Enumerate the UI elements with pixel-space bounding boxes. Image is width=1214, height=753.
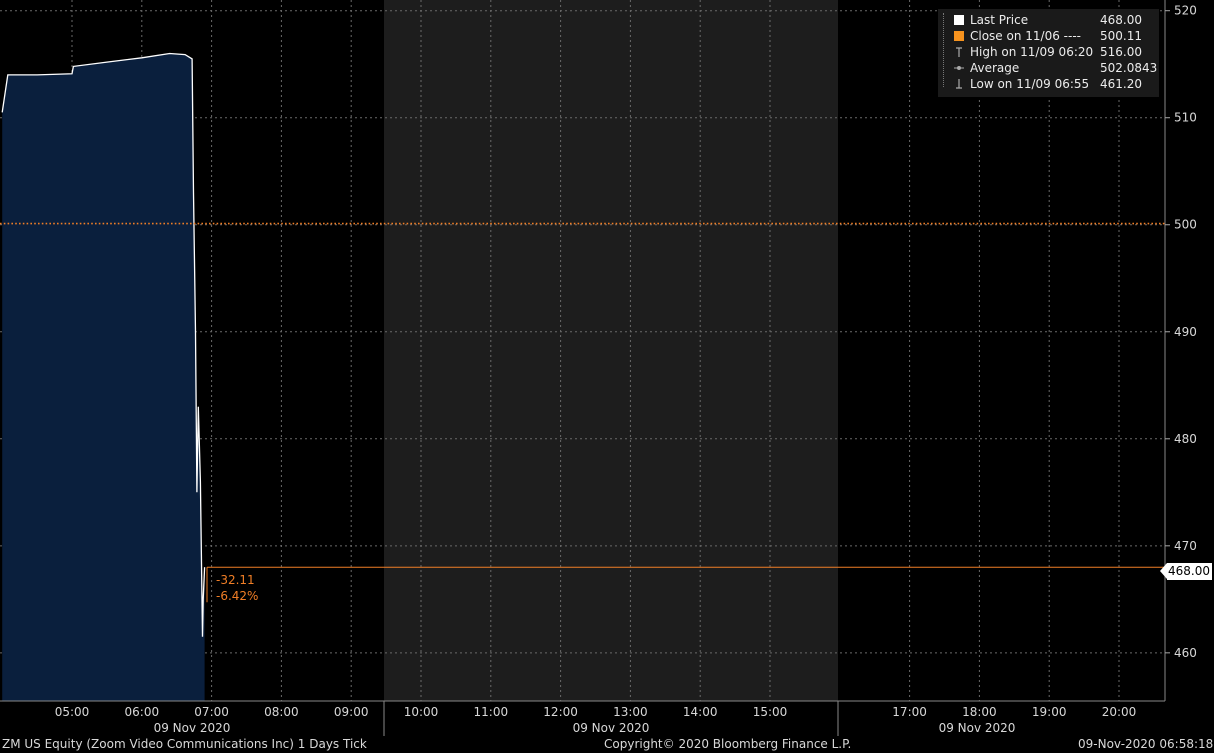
x-tick-label: 17:00 — [892, 705, 927, 719]
legend-value: 500.11 — [1100, 29, 1142, 43]
white-square-icon — [954, 15, 964, 25]
legend-value: 502.0843 — [1100, 61, 1158, 75]
y-tick-label: 490 — [1174, 325, 1197, 339]
y-tick-label: 510 — [1174, 111, 1197, 125]
legend-tree-line — [943, 13, 952, 87]
x-tick-label: 20:00 — [1102, 705, 1137, 719]
y-tick-label: 520 — [1174, 4, 1197, 18]
x-tick-label: 11:00 — [474, 705, 509, 719]
x-tick-label: 08:00 — [264, 705, 299, 719]
legend-value: 516.00 — [1100, 45, 1142, 59]
x-tick-label: 05:00 — [55, 705, 90, 719]
footer-timestamp: 09-Nov-2020 06:58:18 — [1078, 737, 1214, 751]
change-pct: -6.42% — [216, 589, 259, 603]
last-price-tag: 468.00 — [1160, 563, 1212, 580]
x-tick-label: 12:00 — [543, 705, 578, 719]
y-tick-label: 480 — [1174, 432, 1197, 446]
legend-label: Last Price — [970, 13, 1029, 27]
y-axis: 460 470 480 490 500 510 520 — [1165, 4, 1197, 660]
legend-label: Average — [970, 61, 1020, 75]
x-tick-label: 19:00 — [1032, 705, 1067, 719]
price-line — [1, 52, 206, 637]
legend-row-low[interactable]: Low on 11/09 06:55 461.20 — [938, 76, 1159, 92]
price-area — [2, 53, 205, 701]
x-tick-label: 06:00 — [125, 705, 160, 719]
footer-security: ZM US Equity (Zoom Video Communications … — [2, 737, 367, 751]
legend-row-average[interactable]: Average 502.0843 — [938, 60, 1159, 76]
legend-row-high[interactable]: High on 11/09 06:20 516.00 — [938, 44, 1159, 60]
shaded-session — [384, 0, 838, 701]
legend-value: 468.00 — [1100, 13, 1142, 27]
x-tick-label: 14:00 — [683, 705, 718, 719]
x-tick-label: 15:00 — [753, 705, 788, 719]
y-tick-label: 470 — [1174, 539, 1197, 553]
footer-copyright: Copyright© 2020 Bloomberg Finance L.P. — [604, 737, 852, 751]
x-tick-label: 10:00 — [404, 705, 439, 719]
x-tick-label: 09:00 — [334, 705, 369, 719]
x-date-label: 09 Nov 2020 — [573, 721, 650, 735]
legend-value: 461.20 — [1100, 77, 1142, 91]
y-tick-label: 500 — [1174, 218, 1197, 232]
orange-square-icon — [954, 31, 964, 41]
legend: Last Price 468.00 Close on 11/06 ---- 50… — [938, 9, 1159, 97]
change-abs: -32.11 — [216, 573, 255, 587]
x-tick-label: 07:00 — [194, 705, 229, 719]
legend-label: High on 11/09 06:20 — [970, 45, 1094, 59]
average-marker-icon — [954, 66, 964, 70]
legend-row-close[interactable]: Close on 11/06 ---- 500.11 — [938, 28, 1159, 44]
x-date-label: 09 Nov 2020 — [939, 721, 1016, 735]
x-date-label: 09 Nov 2020 — [154, 721, 231, 735]
legend-label: Low on 11/09 06:55 — [970, 77, 1090, 91]
legend-row-last-price[interactable]: Last Price 468.00 — [938, 12, 1159, 28]
x-tick-label: 13:00 — [613, 705, 648, 719]
x-axis: 05:00 06:00 07:00 08:00 09:00 10:00 11:00 12:00… — [55, 701, 1137, 736]
low-marker-icon — [956, 79, 962, 89]
legend-label: Close on 11/06 ---- — [970, 29, 1081, 43]
high-marker-icon — [956, 47, 962, 57]
x-tick-label: 18:00 — [962, 705, 997, 719]
y-tick-label: 460 — [1174, 646, 1197, 660]
